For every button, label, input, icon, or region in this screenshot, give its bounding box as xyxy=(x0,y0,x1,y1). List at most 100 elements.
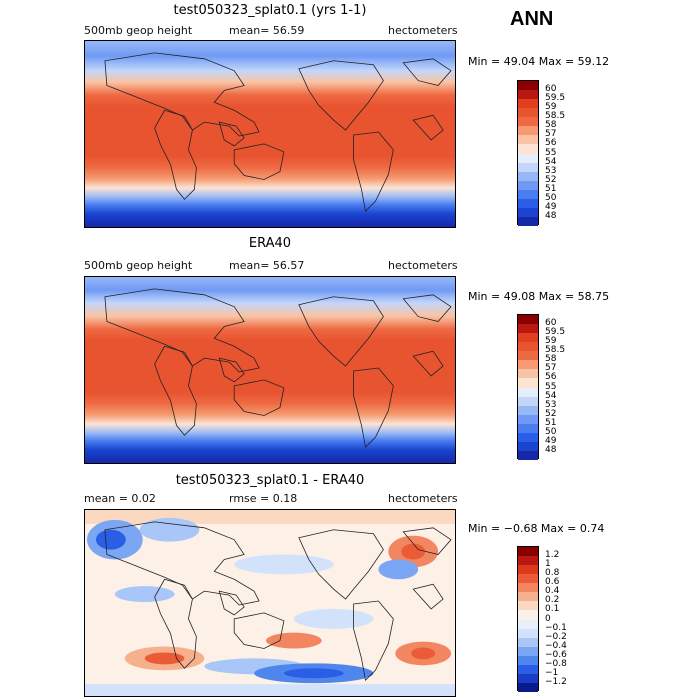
panel-3-minmax: Min = −0.68 Max = 0.74 xyxy=(468,522,605,535)
season-label: ANN xyxy=(510,8,554,30)
colorbar-swatch xyxy=(518,556,538,566)
colorbar-level-label: −0.1 xyxy=(545,622,567,633)
colorbar-swatch xyxy=(518,673,538,683)
colorbar-level-label: 53 xyxy=(545,399,557,410)
colorbar-level-label: 48 xyxy=(545,444,557,455)
panel-2-map xyxy=(84,276,456,464)
colorbar-swatch xyxy=(518,108,538,118)
panel-1-units: hectometers xyxy=(388,24,458,37)
colorbar-swatch xyxy=(518,655,538,665)
difference-anomalies xyxy=(85,510,455,696)
colorbar-swatch xyxy=(518,387,538,397)
colorbar-swatch xyxy=(518,198,538,208)
colorbar-swatch xyxy=(518,378,538,388)
colorbar-level-label: 49 xyxy=(545,201,557,212)
panel-1-mean: mean= 56.59 xyxy=(229,24,305,37)
colorbar-swatch xyxy=(518,592,538,602)
colorbar-level-label: 60 xyxy=(545,84,557,95)
colorbar-level-label: 56 xyxy=(545,372,557,383)
colorbar-swatch xyxy=(518,324,538,334)
colorbar-swatch xyxy=(518,189,538,199)
colorbar-level-label: 0.1 xyxy=(545,604,560,615)
colorbar-swatch xyxy=(518,180,538,190)
colorbar-swatch xyxy=(518,396,538,406)
colorbar-level-label: −1 xyxy=(545,667,559,678)
panel-2-minmax: Min = 49.08 Max = 58.75 xyxy=(468,290,610,303)
colorbar-level-label: 1.2 xyxy=(545,550,560,561)
colorbar-level-label: 58.5 xyxy=(545,111,566,122)
colorbar-swatch xyxy=(518,414,538,424)
colorbar-swatch xyxy=(518,342,538,352)
colorbar-level-label: −1.2 xyxy=(545,676,567,687)
panel-2-units: hectometers xyxy=(388,259,458,272)
colorbar-swatch xyxy=(518,637,538,647)
colorbar-level-label: 59.5 xyxy=(545,327,566,338)
panel-3-units: hectometers xyxy=(388,492,458,505)
colorbar-level-label: 0.6 xyxy=(545,577,560,588)
colorbar-swatch xyxy=(518,315,538,325)
colorbar-level-label: 57 xyxy=(545,363,557,374)
colorbar-swatch xyxy=(518,99,538,109)
colorbar-level-label: −0.6 xyxy=(545,649,567,660)
colorbar-swatch xyxy=(518,423,538,433)
colorbar-level-label: 51 xyxy=(545,183,557,194)
panel-1-minmax: Min = 49.04 Max = 59.12 xyxy=(468,55,610,68)
colorbar-swatch xyxy=(518,144,538,154)
colorbar-level-label: −0.2 xyxy=(545,631,567,642)
panel-3-rmse: rmse = 0.18 xyxy=(229,492,298,505)
colorbar-swatch xyxy=(518,583,538,593)
colorbar-level-label: 59.5 xyxy=(545,93,566,104)
colorbar-level-label: 58 xyxy=(545,354,557,365)
colorbar-level-label: −0.8 xyxy=(545,658,567,669)
colorbar-swatch xyxy=(518,171,538,181)
colorbar-level-label: 58.5 xyxy=(545,345,566,356)
colorbar-swatch xyxy=(518,360,538,370)
colorbar-swatch xyxy=(518,619,538,629)
colorbar-swatch xyxy=(518,162,538,172)
colorbar-level-label: 52 xyxy=(545,174,557,185)
colorbar-level-label: 59 xyxy=(545,336,557,347)
coastlines xyxy=(104,52,452,212)
colorbar-level-label: 55 xyxy=(545,381,557,392)
colorbar-level-label: 58 xyxy=(545,120,557,131)
colorbar-level-label: 55 xyxy=(545,147,557,158)
colorbar-level-label: 54 xyxy=(545,390,557,401)
panel-2-title: ERA40 xyxy=(248,236,292,251)
colorbar-swatch xyxy=(518,405,538,415)
colorbar-swatch xyxy=(518,135,538,145)
colorbar-swatch xyxy=(518,628,538,638)
colorbar-level-label: 48 xyxy=(545,210,557,221)
colorbar-swatch xyxy=(518,601,538,611)
colorbar-swatch xyxy=(518,565,538,575)
colorbar-swatch xyxy=(518,547,538,557)
panel-1-colorbar xyxy=(517,80,539,226)
colorbar-level-label: 56 xyxy=(545,138,557,149)
colorbar-level-label: 53 xyxy=(545,165,557,176)
panel-3-colorbar xyxy=(517,546,539,692)
colorbar-level-label: 50 xyxy=(545,426,557,437)
panel-1-title: test050323_splat0.1 (yrs 1-1) xyxy=(173,3,367,18)
colorbar-level-label: 1 xyxy=(545,559,551,570)
panel-1-map xyxy=(84,40,456,228)
colorbar-swatch xyxy=(518,432,538,442)
colorbar-swatch xyxy=(518,126,538,136)
colorbar-level-label: 0.4 xyxy=(545,586,560,597)
colorbar-swatch xyxy=(518,441,538,451)
panel-3-mean: mean = 0.02 xyxy=(84,492,156,505)
coastlines xyxy=(104,288,452,448)
panel-1-variable: 500mb geop height xyxy=(84,24,193,37)
panel-2-variable: 500mb geop height xyxy=(84,259,193,272)
panel-2-colorbar xyxy=(517,314,539,460)
colorbar-swatch xyxy=(518,664,538,674)
colorbar-level-label: −0.4 xyxy=(545,640,567,651)
colorbar-level-label: 54 xyxy=(545,156,557,167)
colorbar-level-label: 51 xyxy=(545,417,557,428)
colorbar-swatch xyxy=(518,207,538,217)
colorbar-level-label: 52 xyxy=(545,408,557,419)
colorbar-swatch xyxy=(518,450,538,460)
colorbar-level-label: 0.2 xyxy=(545,595,560,606)
colorbar-level-label: 60 xyxy=(545,318,557,329)
colorbar-level-label: 49 xyxy=(545,435,557,446)
colorbar-swatch xyxy=(518,117,538,127)
panel-2-mean: mean= 56.57 xyxy=(229,259,305,272)
